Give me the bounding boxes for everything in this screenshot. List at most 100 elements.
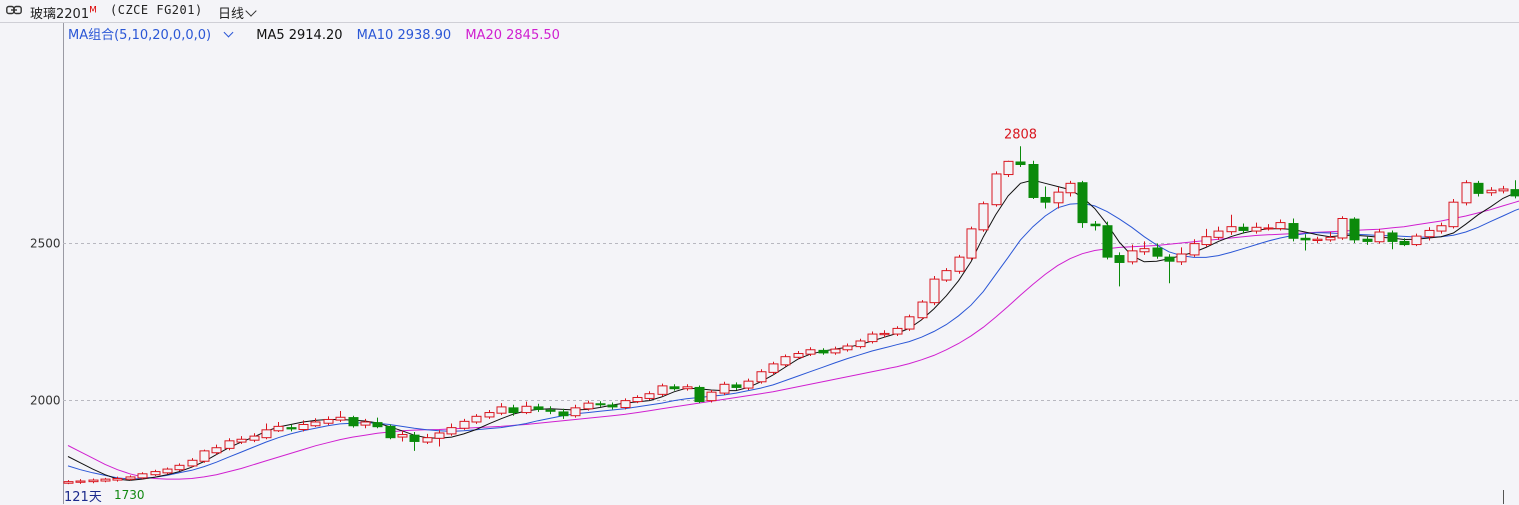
candle-body-down xyxy=(1399,240,1410,246)
candlestick-chart[interactable]: 2000250028083079 xyxy=(0,22,1519,504)
candle-body-down xyxy=(595,403,606,406)
candle-body-up xyxy=(211,447,222,454)
chevron-down-icon xyxy=(245,5,257,17)
candle-body-up xyxy=(446,427,457,435)
candle-body-up xyxy=(162,468,173,474)
candle-body-up xyxy=(941,270,952,281)
candle-body-up xyxy=(644,393,655,399)
candle-body-down xyxy=(533,406,544,410)
candle-body-up xyxy=(187,459,198,467)
candle-body-down xyxy=(372,422,383,428)
candle-body-up xyxy=(434,432,445,439)
candle-body-up xyxy=(830,348,841,354)
ma10-line xyxy=(67,202,1519,480)
candle-body-down xyxy=(545,409,556,412)
header-bar: 玻璃2201M (CZCE FG201) 日线 xyxy=(0,0,1519,22)
contract-code: (CZCE FG201) xyxy=(110,3,203,17)
candle-body-up xyxy=(1275,222,1286,230)
candle-body-down xyxy=(1152,247,1163,257)
candle-body-up xyxy=(459,420,470,429)
candle-body-up xyxy=(1325,236,1336,241)
candle-body-up xyxy=(174,464,185,471)
candle-body-down xyxy=(1164,256,1175,262)
candle-body-up xyxy=(1065,182,1076,194)
period-selector[interactable]: 日线 xyxy=(218,3,257,22)
candle-body-up xyxy=(63,481,74,484)
candle-body-up xyxy=(706,391,717,402)
candle-body-up xyxy=(1424,229,1435,238)
candle-body-up xyxy=(88,479,99,483)
candle-body-up xyxy=(1226,226,1237,233)
candle-body-up xyxy=(632,396,643,403)
candle-body-up xyxy=(112,478,123,481)
candle-body-up xyxy=(1189,243,1200,256)
ma5-value: MA5 2914.20 xyxy=(256,28,343,43)
candle-body-down xyxy=(409,434,420,442)
candle-body-up xyxy=(199,450,210,462)
candle-body-up xyxy=(743,380,754,389)
candle-body-up xyxy=(1139,248,1150,253)
candle-body-up xyxy=(1312,238,1323,241)
visible-days-count: 121天 xyxy=(64,490,102,505)
candle-body-down xyxy=(1473,182,1484,194)
candle-body-down xyxy=(558,411,569,417)
candle-body-up xyxy=(657,385,668,395)
candle-body-up xyxy=(236,438,247,443)
candle-body-down xyxy=(1028,164,1039,198)
candle-body-down xyxy=(694,386,705,403)
candle-body-down xyxy=(1510,189,1519,197)
candle-body-up xyxy=(805,349,816,355)
candle-body-down xyxy=(1288,223,1299,239)
candle-body-up xyxy=(917,301,928,319)
period-label: 日线 xyxy=(218,7,245,22)
candle-body-up xyxy=(360,421,371,426)
candle-body-down xyxy=(385,425,396,439)
candle-body-up xyxy=(904,316,915,330)
candle-body-up xyxy=(1201,236,1212,246)
ma5-line xyxy=(67,179,1519,481)
candle-body-up xyxy=(583,402,594,410)
candle-body-up xyxy=(768,363,779,373)
candle-body-down xyxy=(1090,223,1101,227)
candle-body-up xyxy=(1411,235,1422,246)
ma-combo-selector[interactable]: MA组合(5,10,20,0,0,0) xyxy=(68,27,242,43)
ma20-value: MA20 2845.50 xyxy=(465,28,560,43)
candle-body-up xyxy=(249,435,260,441)
candle-body-up xyxy=(929,278,940,304)
ma-combo-label: MA组合(5,10,20,0,0,0) xyxy=(68,28,212,43)
candle-body-down xyxy=(1102,225,1113,258)
candle-body-up xyxy=(991,173,1002,206)
candle-body-up xyxy=(323,418,334,424)
candle-body-up xyxy=(620,400,631,409)
ma20-line xyxy=(67,200,1519,480)
candle-body-up xyxy=(471,415,482,423)
candle-body-up xyxy=(1127,250,1138,263)
candle-body-up xyxy=(1337,218,1348,239)
candle-body-up xyxy=(1498,188,1509,192)
low-price-label: 1730 xyxy=(114,488,145,502)
ma-legend: MA组合(5,10,20,0,0,0) MA5 2914.20 MA10 293… xyxy=(68,24,570,43)
candle-body-down xyxy=(1015,161,1026,166)
symbol-text: 玻璃2201 xyxy=(30,7,90,22)
candle-body-down xyxy=(1114,255,1125,263)
main-contract-mark: M xyxy=(89,5,97,16)
candle-body-up xyxy=(1003,160,1014,176)
candle-body-down xyxy=(1077,182,1088,224)
y-tick-label: 2000 xyxy=(30,394,61,408)
candle-body-up xyxy=(273,425,284,432)
candle-body-up xyxy=(892,327,903,335)
candle-body-up xyxy=(682,386,693,390)
link-icon[interactable] xyxy=(6,5,22,15)
y-tick-label: 2500 xyxy=(30,237,61,251)
candle-body-down xyxy=(1387,232,1398,242)
high-price-label: 2808 xyxy=(1004,127,1037,142)
candle-body-up xyxy=(310,421,321,427)
candle-body-up xyxy=(966,228,977,259)
candle-body-down xyxy=(1349,218,1360,241)
candle-body-down xyxy=(348,417,359,427)
candle-body-up xyxy=(1263,227,1274,230)
ma10-value: MA10 2938.90 xyxy=(356,28,452,43)
candle-body-up xyxy=(1251,226,1262,232)
candle-body-up xyxy=(484,412,495,418)
candle-body-up xyxy=(793,353,804,358)
